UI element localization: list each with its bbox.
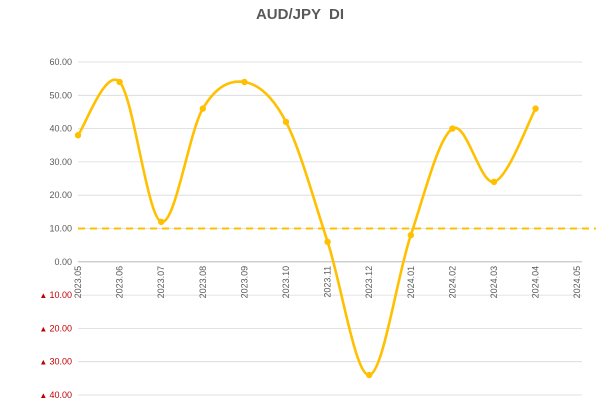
data-point — [199, 105, 206, 112]
data-point — [158, 218, 165, 226]
chart-title: AUD/JPY DI — [255, 6, 345, 23]
x-tick-label: 2023.07 — [156, 266, 166, 299]
x-tick-label: 2023.05 — [73, 266, 83, 299]
x-tick-label: 2024.03 — [489, 266, 499, 299]
data-point — [241, 78, 248, 86]
y-tick-label: 30.00 — [49, 157, 72, 167]
data-point — [74, 132, 82, 139]
x-tick-label: 2024.02 — [447, 266, 457, 299]
y-tick-label: 40.00 — [49, 124, 72, 134]
data-point — [116, 78, 123, 86]
y-tick-label: ▲ 20.00 — [39, 323, 72, 333]
data-point — [282, 118, 290, 126]
x-tick-label: 2024.05 — [572, 266, 582, 299]
y-tick-label: ▲ 30.00 — [39, 357, 72, 367]
x-tick-label: 2023.10 — [281, 266, 291, 299]
data-point — [532, 105, 539, 112]
y-tick-label: 0.00 — [54, 257, 72, 267]
series-line — [76, 78, 537, 377]
data-point — [490, 178, 498, 186]
x-tick-label: 2023.08 — [198, 266, 208, 299]
x-tick-label: 2023.06 — [115, 266, 125, 299]
data-point — [366, 371, 373, 379]
y-tick-label: ▲ 40.00 — [39, 390, 72, 400]
data-point — [324, 238, 331, 246]
x-tick-label: 2024.04 — [531, 266, 541, 299]
y-tick-label: 10.00 — [49, 224, 72, 234]
x-tick-label: 2024.01 — [406, 266, 416, 299]
x-tick-label: 2023.12 — [364, 266, 374, 299]
data-point — [449, 125, 456, 132]
x-tick-label: 2023.09 — [239, 266, 249, 299]
y-tick-label: 60.00 — [49, 57, 72, 67]
y-tick-label: ▲ 10.00 — [39, 290, 72, 300]
y-tick-label: 50.00 — [49, 90, 72, 100]
x-tick-label: 2023.11 — [323, 266, 333, 298]
y-tick-label: 20.00 — [49, 190, 72, 200]
data-point — [407, 231, 414, 239]
